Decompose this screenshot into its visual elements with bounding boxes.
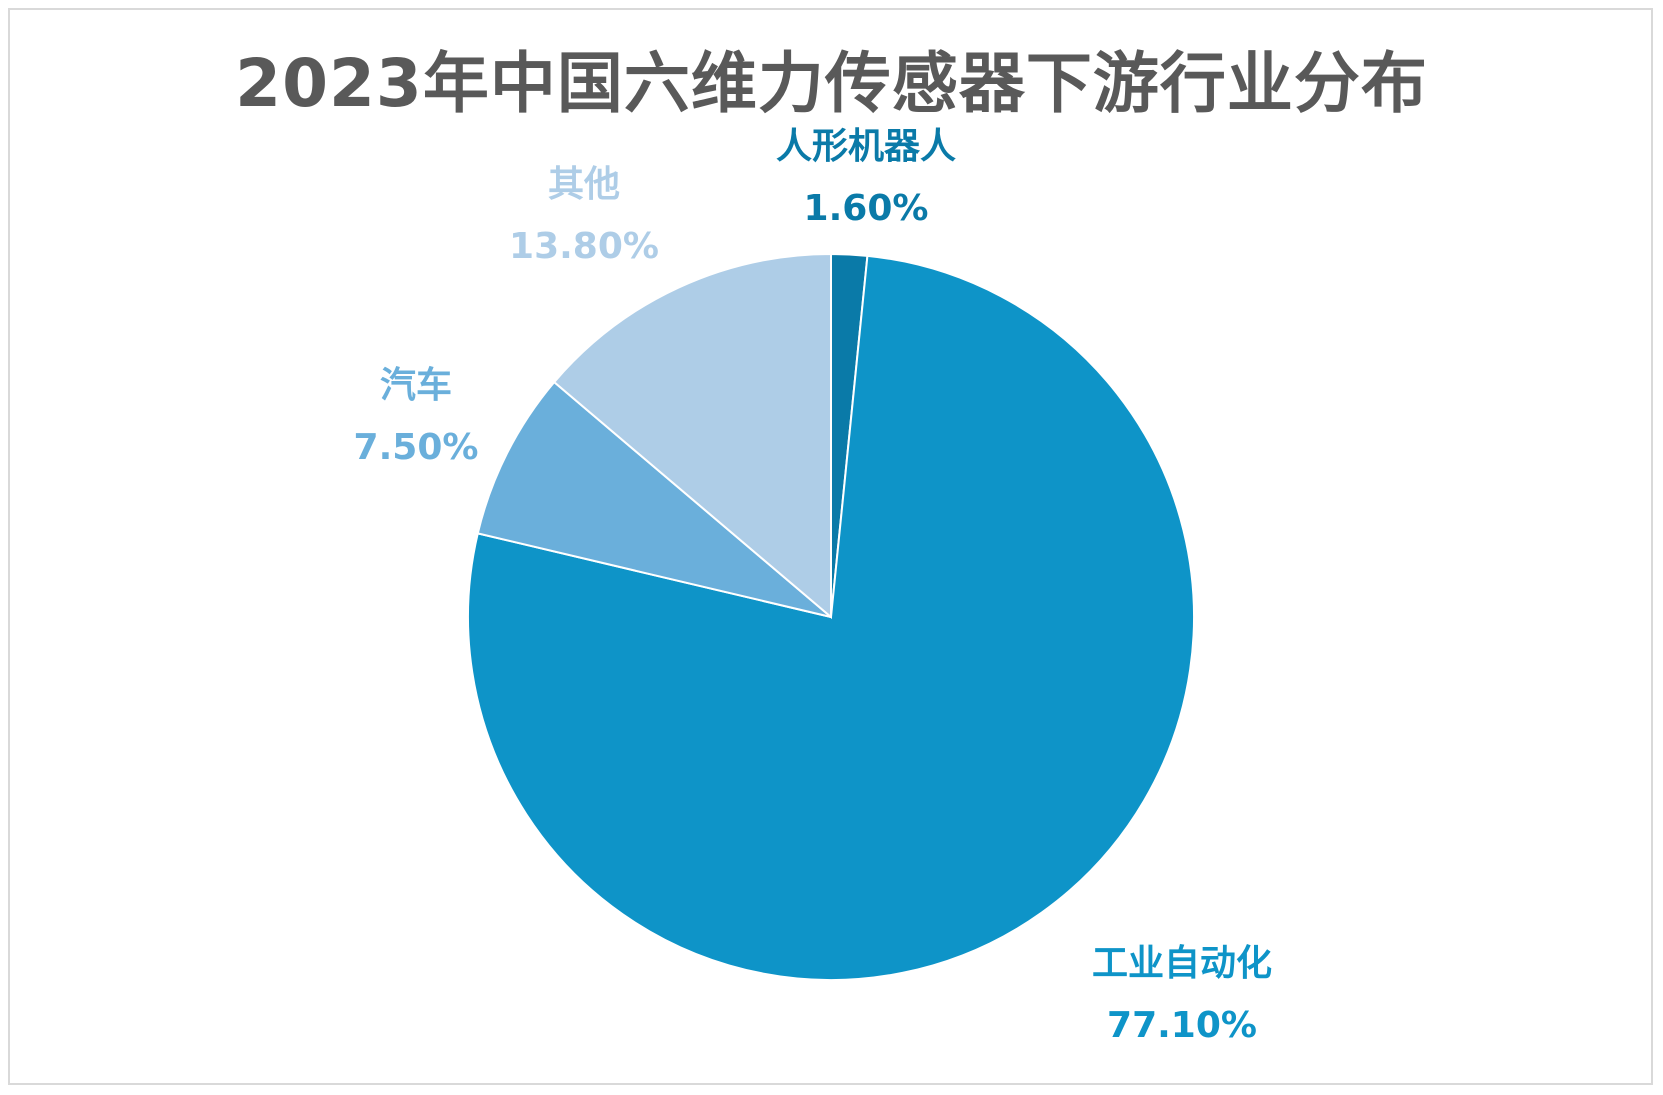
chart-title: 2023年中国六维力传感器下游行业分布: [235, 45, 1428, 122]
slice-value-label: 1.60%: [804, 188, 929, 229]
slice-category-label: 工业自动化: [1092, 943, 1272, 984]
slice-category-label: 人形机器人: [776, 126, 956, 167]
pie-slices: [467, 252, 1195, 981]
slice-value-label: 77.10%: [1107, 1005, 1257, 1046]
slice-category-label: 汽车: [380, 365, 452, 406]
pie-labels: 人形机器人 1.60% 工业自动化 77.10% 汽车 7.50% 其他 13.80%: [354, 126, 1272, 1046]
pie-slice-2: [476, 380, 832, 618]
slice-value-label: 13.80%: [509, 226, 659, 267]
slice-category-label: 其他: [548, 164, 620, 205]
pie-slice-3: [552, 252, 832, 620]
slice-value-label: 7.50%: [354, 427, 479, 468]
